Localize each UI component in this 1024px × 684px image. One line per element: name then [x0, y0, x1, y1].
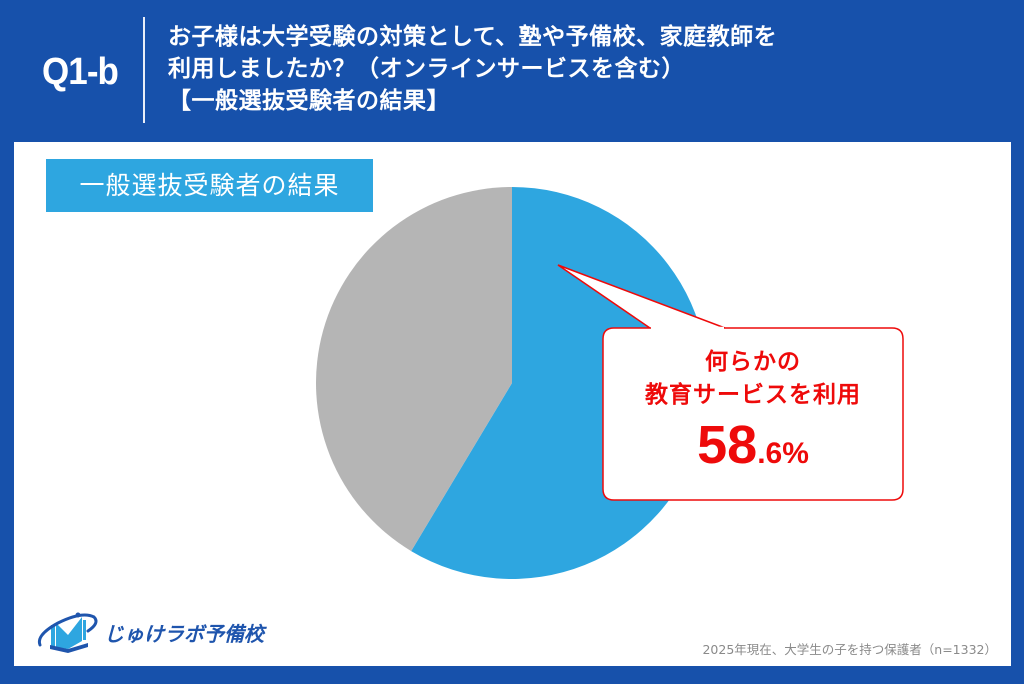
- segment-label: 一般選抜受験者の結果: [46, 159, 373, 212]
- callout-value: 58.6%: [603, 416, 903, 487]
- question-line-1: お子様は大学受験の対策として、塾や予備校、家庭教師を: [168, 24, 778, 50]
- question-line-2: 利用しましたか？（オンラインサービスを含む）: [168, 56, 685, 82]
- pie-slice-other: [316, 187, 512, 552]
- callout: 何らかの 教育サービスを利用 58.6%: [603, 342, 903, 487]
- open-book-orbit-icon: [37, 612, 98, 653]
- brand-logo: じゅけラボ予備校: [34, 607, 264, 657]
- callout-line-2: 教育サービスを利用: [645, 382, 861, 408]
- pie-chart: [316, 187, 904, 579]
- brand-name: じゅけラボ予備校: [104, 621, 264, 646]
- callout-value-dec: .6%: [757, 437, 809, 470]
- header-divider: [143, 17, 145, 123]
- callout-bubble: [557, 264, 904, 501]
- question-line-3: 【一般選抜受験者の結果】: [168, 88, 450, 114]
- question-id: Q1-b: [42, 51, 119, 93]
- chart-panel: 一般選抜受験者の結果 何らかの 教育サービスを利用 58.6%: [14, 142, 1011, 666]
- footnote: 2025年現在、大学生の子を持つ保護者（n=1332）: [702, 642, 997, 657]
- callout-line-1: 何らかの: [705, 349, 801, 375]
- question-title: お子様は大学受験の対策として、塾や予備校、家庭教師を 利用しましたか？（オンライ…: [168, 21, 928, 117]
- callout-value-int: 58: [697, 415, 758, 475]
